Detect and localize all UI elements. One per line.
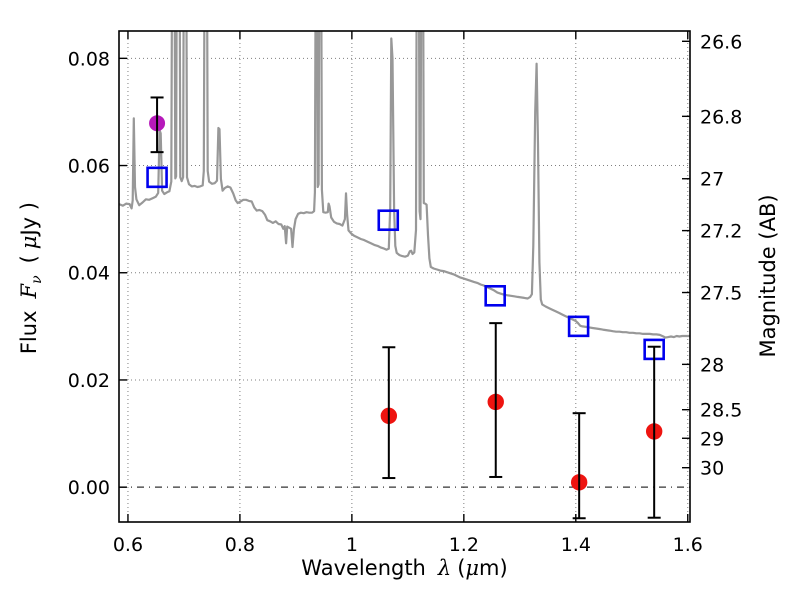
y-right-tick-label: 28 — [700, 354, 724, 376]
x-tick-label: 1.2 — [449, 534, 479, 556]
y-left-tick-label: 0.00 — [68, 477, 110, 499]
y-right-tick-label: 27.5 — [700, 283, 742, 305]
x-axis-label: Wavelength λ (μm) — [119, 556, 690, 580]
y-right-tick-label: 28.5 — [700, 400, 742, 422]
x-axis-label-open: ( — [457, 556, 466, 580]
data-layer — [119, 31, 690, 520]
x-axis-label-symbol: λ — [437, 556, 452, 580]
y-right-text: Magnitude (AB) — [756, 194, 780, 358]
y-left-tick-label: 0.06 — [68, 156, 110, 178]
y-right-tick-label: 27 — [700, 169, 724, 191]
model-photometry-marker — [146, 166, 168, 189]
x-tick-label: 0.6 — [113, 534, 143, 556]
y-right-tick-label: 26.6 — [700, 31, 742, 53]
model-photometry-marker — [484, 284, 506, 307]
x-axis-label-unit: m) — [479, 556, 508, 580]
y-left-symbol-sub: ν — [29, 275, 46, 284]
ticks: 0.6 0.8 1 1.2 1.4 1.6 0.00 0.02 0.04 0.06 0.08 26.6… — [68, 31, 742, 556]
plot-frame — [118, 30, 691, 523]
y-left-tick-label: 0.04 — [68, 263, 110, 285]
y-left-tick-label: 0.02 — [68, 370, 110, 392]
y-left-unit: Jy ) — [16, 202, 41, 236]
y-left-symbol: F — [16, 283, 41, 299]
x-tick-label: 1.4 — [561, 534, 591, 556]
model-photometry-marker — [377, 209, 400, 232]
spectrum-line — [119, 31, 690, 339]
y-left-word: Flux — [16, 310, 41, 355]
x-tick-label: 0.8 — [225, 534, 255, 556]
y-right-tick-label: 27.2 — [700, 221, 742, 243]
x-tick-label: 1.6 — [673, 534, 703, 556]
x-tick-label: 1 — [346, 534, 358, 556]
y-left-open: ( — [16, 255, 41, 264]
grid — [119, 31, 690, 522]
y-right-tick-label: 30 — [700, 458, 724, 480]
y-left-tick-label: 0.08 — [68, 48, 110, 70]
model-photometry-marker — [567, 315, 590, 338]
x-axis-label-mu: μ — [465, 556, 480, 580]
y-axis-label-right: Magnitude (AB) — [756, 126, 780, 426]
y-right-tick-label: 29 — [700, 428, 724, 450]
y-left-mu: μ — [16, 235, 41, 250]
y-right-tick-label: 26.8 — [700, 106, 742, 128]
y-axis-label-left: Flux Fν ( μJy ) — [17, 128, 45, 428]
x-axis-label-word: Wavelength — [301, 556, 426, 580]
